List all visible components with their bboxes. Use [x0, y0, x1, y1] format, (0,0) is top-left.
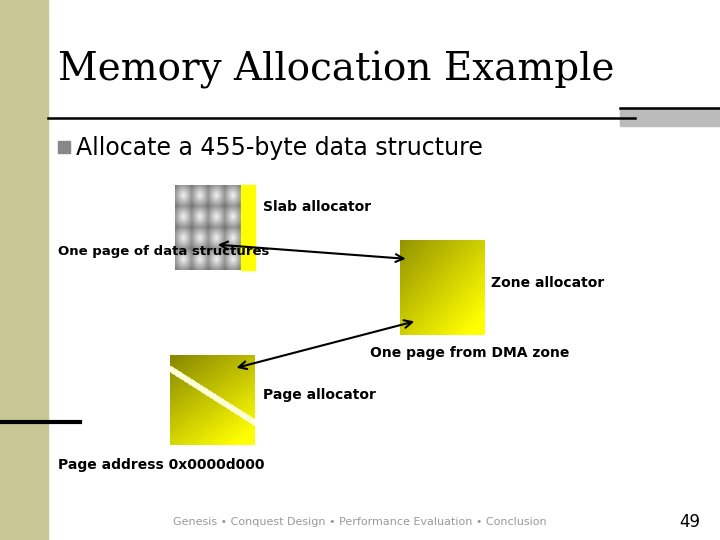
Text: Page allocator: Page allocator — [263, 388, 376, 402]
Text: One page from DMA zone: One page from DMA zone — [370, 346, 570, 360]
Bar — [620, 108, 720, 126]
Bar — [58, 141, 70, 153]
Text: One page of data structures: One page of data structures — [58, 245, 269, 258]
Text: Zone allocator: Zone allocator — [491, 276, 604, 290]
Text: Page address 0x0000d000: Page address 0x0000d000 — [58, 458, 264, 472]
Text: 49: 49 — [679, 513, 700, 531]
Text: Slab allocator: Slab allocator — [263, 200, 371, 214]
Bar — [0, 0, 48, 540]
Text: Genesis • Conquest Design • Performance Evaluation • Conclusion: Genesis • Conquest Design • Performance … — [174, 517, 546, 527]
Bar — [240, 185, 255, 270]
Text: Memory Allocation Example: Memory Allocation Example — [58, 51, 614, 89]
Text: Allocate a 455-byte data structure: Allocate a 455-byte data structure — [76, 136, 483, 160]
